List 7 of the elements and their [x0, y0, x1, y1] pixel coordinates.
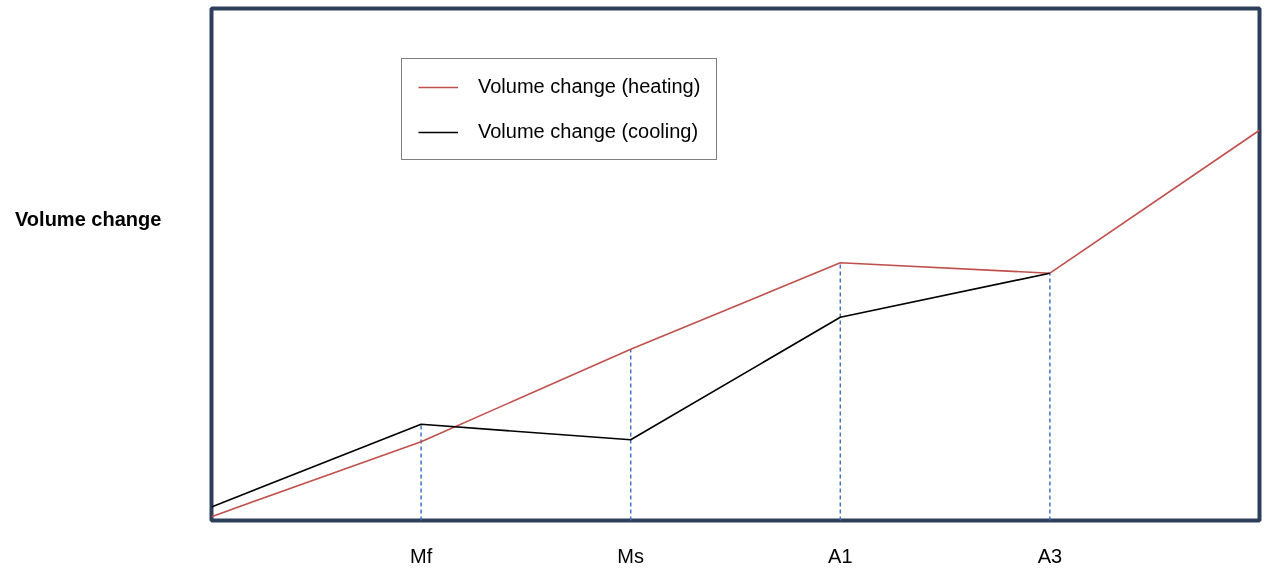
legend-label: Volume change (heating) [478, 75, 701, 98]
x-tick-label: A3 [1037, 544, 1063, 567]
x-tick-label: Ms [617, 544, 645, 567]
y-axis-title: Volume change [15, 207, 162, 232]
x-tick-label: Mf [409, 544, 433, 567]
x-tick-label: A1 [828, 544, 853, 567]
legend-label: Volume change (cooling) [478, 120, 699, 143]
